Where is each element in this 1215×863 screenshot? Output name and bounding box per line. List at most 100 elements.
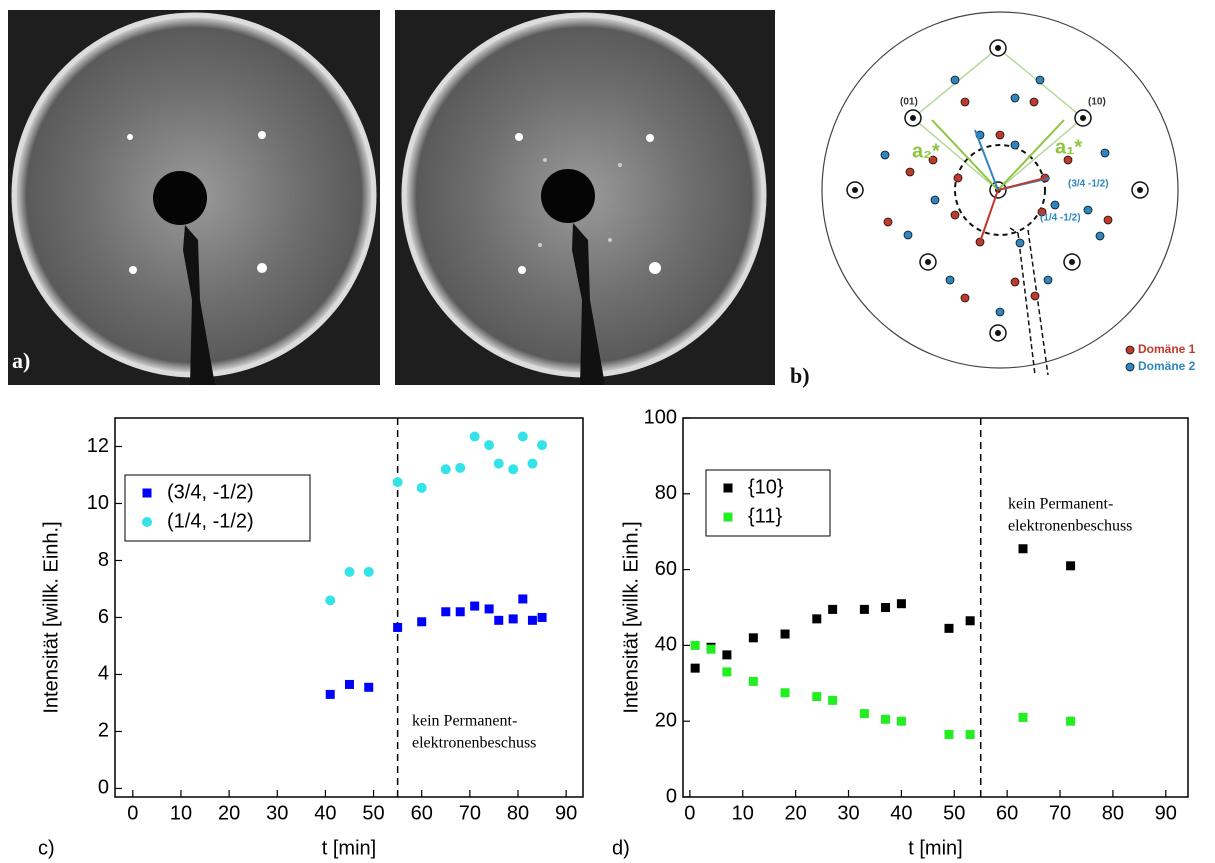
point [859,709,869,719]
x-tick-label: 60 [996,802,1018,824]
panel-label: a) [12,348,30,373]
point [325,595,336,606]
legend-dot [1125,362,1135,372]
legend-box [124,474,311,542]
point [780,629,790,639]
x-tick-label: 70 [459,802,481,824]
x-tick-label: 10 [170,802,192,824]
x-tick-label: 0 [684,802,695,824]
legend-marker [723,483,733,493]
point [484,440,495,451]
point [537,440,548,451]
point [469,431,480,442]
panel-label: c) [38,837,55,859]
panel-label: b) [790,363,810,388]
point [944,729,954,739]
point [965,616,975,626]
x-tick-label: 30 [266,802,288,824]
point [518,594,528,604]
y-tick-label: 10 [87,492,109,514]
point [896,599,906,609]
point [441,607,451,617]
x-tick-label: 40 [314,802,336,824]
point [325,689,335,699]
point [881,603,891,612]
point [455,462,466,473]
point [537,612,547,622]
y-tick-label: 40 [655,634,677,656]
y-tick-label: 60 [655,558,677,580]
point [455,607,465,617]
x-tick-label: 50 [943,802,965,824]
point [828,695,838,705]
point [470,601,480,611]
plot-frame [682,417,1189,798]
point [748,676,758,686]
point [527,615,537,625]
x-tick-label: 70 [1049,802,1071,824]
fraction-label: (1/4 -1/2) [1040,213,1081,224]
x-tick-label: 80 [1102,802,1124,824]
point [417,617,427,627]
point [944,623,954,633]
y-tick-label: 0 [98,777,109,799]
y-tick-label: 100 [644,406,677,428]
point [1018,712,1028,722]
point [965,729,975,739]
legend-label: (3/4, -1/2) [167,481,254,503]
spot-label: (10) [1088,97,1106,108]
point [812,692,822,702]
spot-label: (01) [900,97,918,108]
x-axis-label: t [min] [908,837,962,859]
point [706,644,716,654]
diagram: (01) (10) a₂* a₁* (3/4 -1/2) (1/4 -1/2) … [790,11,1179,388]
annotation: kein Permanent- [1008,496,1113,513]
y-tick-label: 0 [666,785,677,807]
point [1066,561,1076,571]
legend-label: (1/4, -1/2) [167,510,254,532]
x-tick-label: 90 [1155,802,1177,824]
point [527,458,538,469]
y-tick-label: 4 [98,663,109,685]
legend-marker [723,512,733,522]
legend-label: {11} [748,505,782,527]
x-tick-label: 80 [507,802,529,824]
vector-label: a₂* [912,140,940,162]
point [748,633,758,643]
fraction-label: (3/4 -1/2) [1068,179,1109,190]
x-tick-label: 10 [732,802,754,824]
point [344,566,355,577]
x-tick-label: 40 [890,802,912,824]
point [828,604,838,614]
leed-image [395,10,775,385]
annotation: elektronenbeschuss [412,735,536,752]
point [1018,544,1028,554]
point [393,622,403,632]
x-axis-label: t [min] [322,837,376,859]
y-tick-label: 80 [655,482,677,504]
y-tick-label: 20 [655,709,677,731]
legend-label: Domäne 1 [1138,342,1196,356]
y-tick-label: 12 [87,435,109,457]
point [416,482,427,493]
legend-box [705,469,831,537]
point [812,614,822,624]
point [896,716,906,726]
y-axis-label: Intensität [willk. Einh.] [40,521,62,713]
x-tick-label: 20 [785,802,807,824]
point [344,679,354,689]
y-tick-label: 8 [98,549,109,571]
legend-dot [1125,345,1135,355]
leed-image: a) [8,10,380,385]
point [517,431,528,442]
annotation: elektronenbeschuss [1008,518,1132,535]
y-tick-label: 6 [98,606,109,628]
point [690,640,700,650]
x-tick-label: 60 [411,802,433,824]
point [690,663,700,673]
legend-label: {10} [748,476,784,498]
point [881,714,891,724]
point [722,667,732,677]
point [364,682,374,692]
